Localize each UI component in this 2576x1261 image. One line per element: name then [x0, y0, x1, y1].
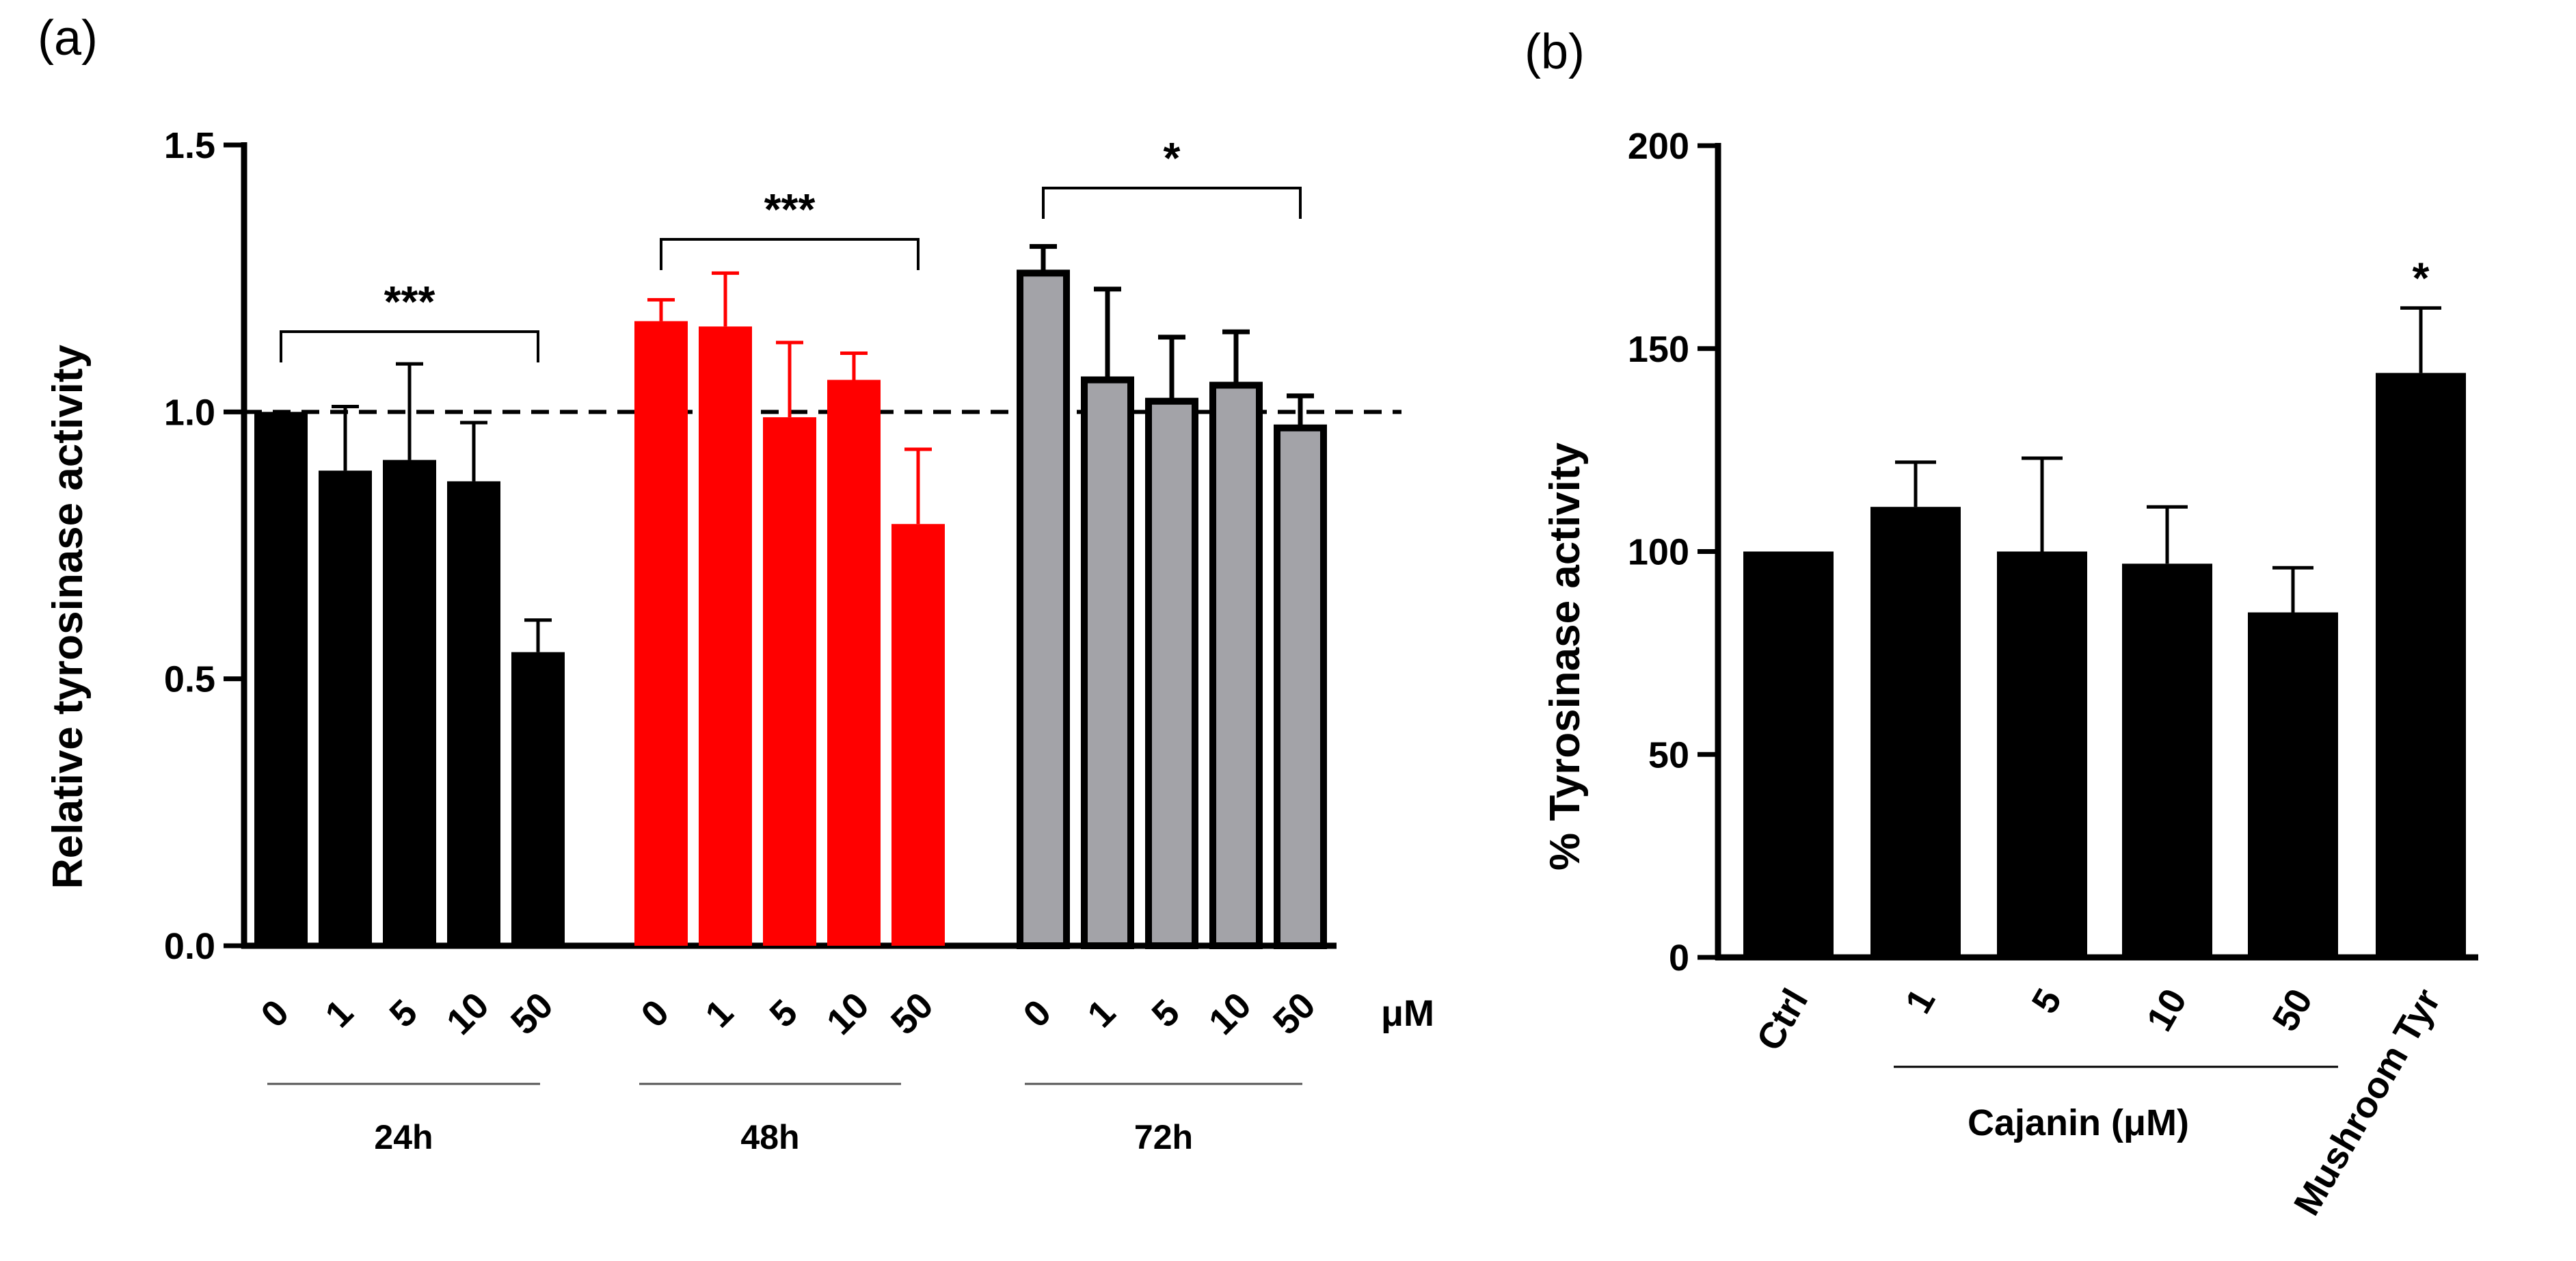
panel-b-group-label: Cajanin (μM) [1968, 1102, 2189, 1143]
panel-a-bar [1274, 424, 1327, 949]
panel-a-x-tick-label: 0 [1015, 992, 1059, 1035]
panel-a-bars [254, 243, 1327, 949]
panel-b-x-tick-label: 50 [2264, 982, 2320, 1038]
panel-a-x-tick-label: 50 [883, 985, 941, 1043]
panel-a-bar [1209, 382, 1263, 949]
panel-a-significance-marker: *** [764, 185, 816, 234]
panel-a-significance-marker: * [1164, 133, 1181, 183]
panel-b-x-tick-label: 5 [2024, 982, 2069, 1020]
panel-a-bar [763, 417, 816, 946]
panel-a-x-tick-label: 5 [1144, 992, 1188, 1035]
panel-b-bar [2376, 373, 2466, 957]
panel-a-x-tick-label: 10 [1201, 985, 1259, 1043]
panel-a-unit-label: μM [1381, 993, 1434, 1034]
panel-a-y-tick-label: 1.0 [164, 392, 215, 433]
panel-a-y-axis-label: Relative tyrosinase activity [44, 344, 92, 889]
panel-a-chart: (a) Relative tyrosinase activity 0.0 0.5 1… [38, 11, 1434, 1156]
panel-a-bar [634, 321, 688, 946]
panel-a-y-tick-label: 1.5 [164, 125, 215, 166]
panel-a-significance-bracket [660, 238, 920, 270]
panel-a-significance-bracket [1042, 187, 1302, 219]
panel-b-y-tick-label: 150 [1628, 329, 1689, 370]
panel-a-x-tick-label: 50 [1265, 985, 1324, 1043]
panel-b-x-tick-label: 10 [2138, 982, 2195, 1038]
panel-a-y-tick-label: 0.5 [164, 659, 215, 700]
panel-b-x-tick-label: 1 [1897, 982, 1943, 1020]
panel-a-x-tick-label: 0 [633, 992, 677, 1035]
panel-a-group-label: 72h [1134, 1118, 1193, 1156]
panel-a-bar [1081, 376, 1134, 949]
panel-a-significance-marker: *** [384, 277, 435, 326]
panel-a-x-tick-label: 10 [819, 985, 877, 1043]
panel-a-bar [511, 652, 565, 946]
panel-b-y-tick-label: 0 [1669, 938, 1689, 979]
panel-b-significance-marker: * [2413, 253, 2430, 302]
panel-a-bar [827, 380, 881, 946]
panel-a-significance-bracket [280, 330, 539, 362]
panel-b-bar [2122, 563, 2212, 957]
panel-a-x-tick-label: 5 [381, 992, 425, 1035]
panel-b-axes: 0 50 100 150 200 [1628, 126, 2478, 979]
panel-a-x-tick-label: 5 [762, 992, 805, 1035]
panel-a-x-tick-label: 0 [253, 992, 297, 1035]
panel-b-bar [1870, 507, 1961, 957]
panel-a-x-tick-label: 1 [1079, 992, 1123, 1035]
panel-a-bar [699, 326, 752, 946]
panel-a-label: (a) [38, 11, 98, 66]
panel-a-bar [447, 481, 500, 946]
panel-a-x-tick-label: 1 [317, 992, 361, 1035]
panel-b-bars [1743, 306, 2466, 957]
panel-a-group-label: 48h [740, 1118, 799, 1156]
panel-b-y-tick-label: 100 [1628, 532, 1689, 573]
panel-a-bar [1145, 397, 1198, 949]
panel-a-x-tick-label: 1 [697, 992, 741, 1035]
panel-b-labels: Ctrl 1 5 10 50*Mushroom Tyr [1749, 253, 2448, 1222]
panel-b-bar [1997, 551, 2087, 957]
panel-a-bar [891, 524, 945, 946]
panel-b-y-axis-label: % Tyrosinase activity [1542, 442, 1589, 871]
panel-a-x-tick-label: 50 [503, 985, 561, 1043]
panel-a-bar [1017, 269, 1070, 949]
panel-a-y-tick-label: 0.0 [164, 926, 215, 967]
panel-b-bar [2248, 612, 2338, 957]
panel-a-group-label: 24h [374, 1118, 433, 1156]
panel-a-x-tick-label: 10 [439, 985, 497, 1043]
panel-a-bar [383, 460, 436, 946]
panel-b-y-tick-label: 200 [1628, 126, 1689, 167]
panel-b-label: (b) [1525, 25, 1585, 79]
panel-a-bar [319, 470, 372, 946]
panel-b-bar [1743, 551, 1834, 957]
panel-b-y-tick-label: 50 [1648, 734, 1689, 775]
panel-a-bar [254, 412, 308, 946]
panel-b-x-tick-label: Ctrl [1749, 982, 1816, 1058]
